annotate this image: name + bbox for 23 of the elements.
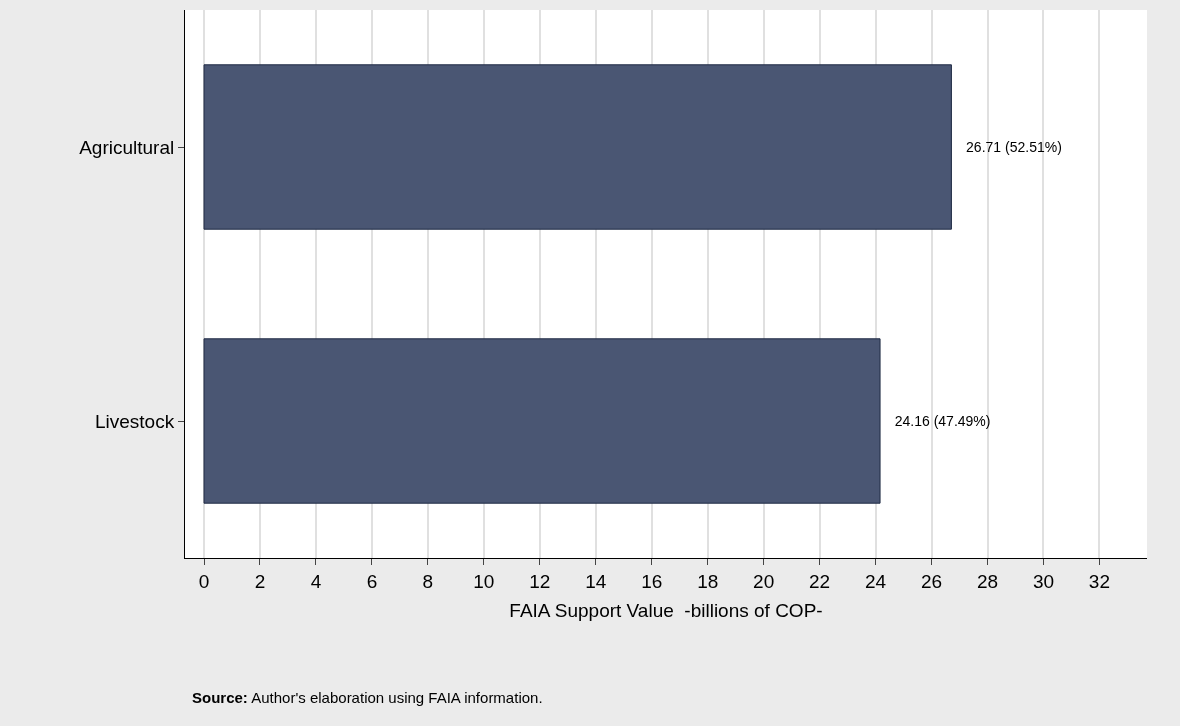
- x-tick-label: 12: [529, 570, 551, 592]
- x-tick-label: 16: [641, 570, 663, 592]
- x-tick-label: 8: [422, 570, 434, 592]
- data-label: 24.16 (47.49%): [883, 413, 991, 429]
- x-tick-label: 4: [310, 570, 322, 592]
- x-tick-label: 30: [1032, 570, 1055, 592]
- x-tick-label: 10: [473, 570, 495, 592]
- x-tick-label: 26: [920, 570, 943, 592]
- x-axis-title: FAIA Support Value -billions of COP-: [509, 599, 823, 621]
- x-tick-label: 24: [865, 570, 887, 592]
- x-tick-label: 0: [198, 570, 210, 592]
- y-tick-label: Livestock: [95, 410, 175, 432]
- x-tick-label: 28: [976, 570, 999, 592]
- x-tick-label: 14: [585, 570, 607, 592]
- x-tick-label: 20: [753, 570, 775, 592]
- x-tick-label: 18: [697, 570, 719, 592]
- source-note: Source: Author's elaboration using FAIA information.: [192, 689, 543, 706]
- x-tick-label: 32: [1088, 570, 1110, 592]
- data-label: 26.71 (52.51%): [954, 139, 1062, 155]
- x-tick-label: 6: [366, 570, 378, 592]
- x-tick-label: 2: [254, 570, 266, 592]
- x-tick-label: 22: [809, 570, 831, 592]
- y-tick-label: Agricultural: [79, 136, 175, 158]
